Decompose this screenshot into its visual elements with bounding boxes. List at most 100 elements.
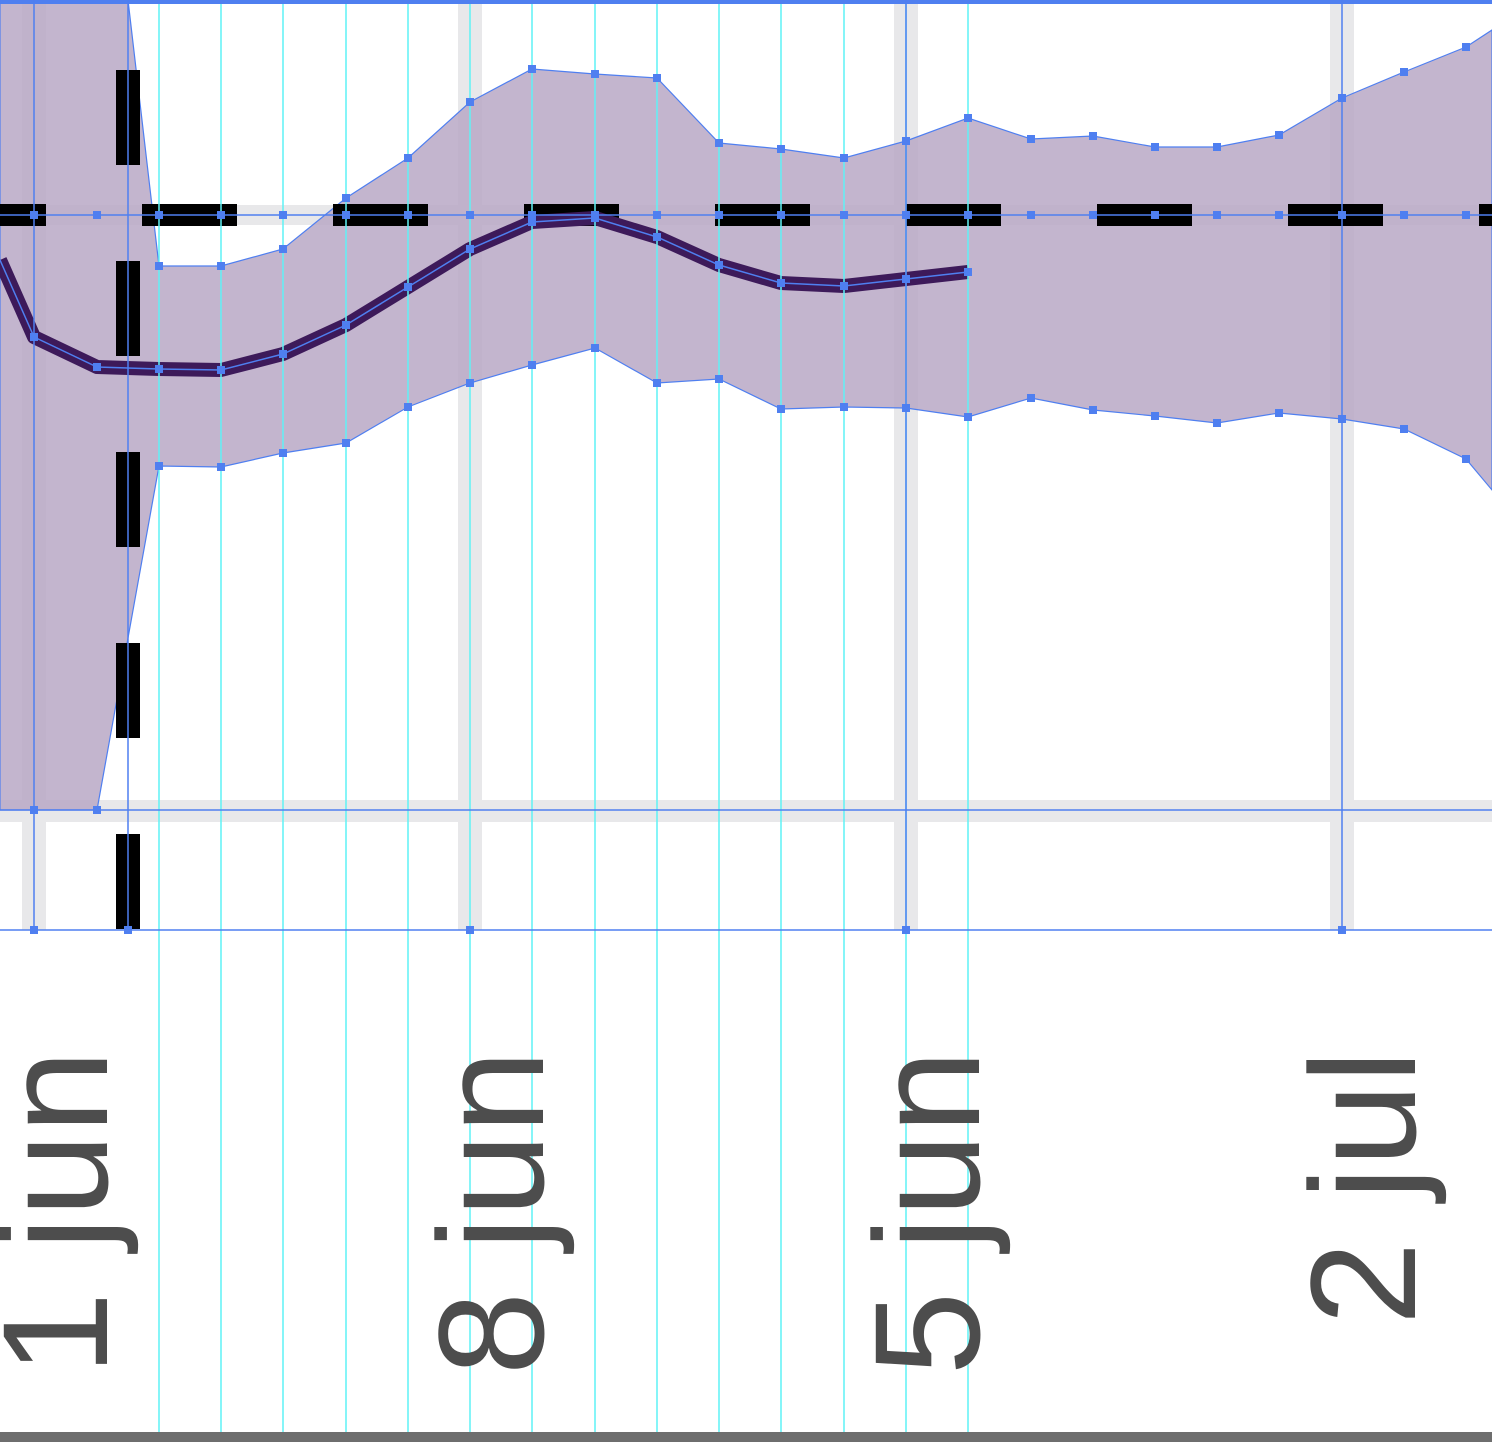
anchor-handle[interactable] <box>279 350 287 358</box>
anchor-handle[interactable] <box>1027 135 1035 143</box>
anchor-handle[interactable] <box>840 211 848 219</box>
anchor-handle[interactable] <box>1213 419 1221 427</box>
anchor-handle[interactable] <box>1027 394 1035 402</box>
axis-labels: 1 jun 8 jun 5 jun 2 jul <box>0 1050 1447 1375</box>
anchor-handle[interactable] <box>528 361 536 369</box>
anchor-handle[interactable] <box>342 321 350 329</box>
anchor-handle[interactable] <box>30 926 38 934</box>
anchor-handle[interactable] <box>1275 211 1283 219</box>
anchor-handle[interactable] <box>342 194 350 202</box>
anchor-handle[interactable] <box>840 403 848 411</box>
scrollbar <box>0 1432 1492 1442</box>
anchor-handle[interactable] <box>715 261 723 269</box>
anchor-handle[interactable] <box>466 379 474 387</box>
anchor-handle[interactable] <box>404 154 412 162</box>
anchor-handle[interactable] <box>1151 211 1159 219</box>
anchor-handle[interactable] <box>902 137 910 145</box>
anchor-handle[interactable] <box>1151 143 1159 151</box>
anchor-handle[interactable] <box>279 211 287 219</box>
anchor-handle[interactable] <box>217 262 225 270</box>
anchor-handle[interactable] <box>93 211 101 219</box>
anchor-handle[interactable] <box>217 463 225 471</box>
anchor-handle[interactable] <box>653 233 661 241</box>
range-band <box>0 0 1492 811</box>
anchor-handle[interactable] <box>591 70 599 78</box>
anchor-handle[interactable] <box>777 211 785 219</box>
anchor-points <box>30 43 1470 934</box>
anchor-handle[interactable] <box>902 275 910 283</box>
anchor-handle[interactable] <box>840 282 848 290</box>
anchor-handle[interactable] <box>1027 211 1035 219</box>
anchor-handle[interactable] <box>155 365 163 373</box>
anchor-handle[interactable] <box>653 74 661 82</box>
anchor-handle[interactable] <box>653 379 661 387</box>
anchor-handle[interactable] <box>466 926 474 934</box>
anchor-handle[interactable] <box>840 154 848 162</box>
anchor-handle[interactable] <box>902 211 910 219</box>
anchor-handle[interactable] <box>1462 455 1470 463</box>
anchor-handle[interactable] <box>217 366 225 374</box>
anchor-handle[interactable] <box>1275 409 1283 417</box>
date-label: 8 jun <box>407 1050 575 1375</box>
anchor-handle[interactable] <box>1338 415 1346 423</box>
anchor-handle[interactable] <box>342 211 350 219</box>
anchor-handle[interactable] <box>902 926 910 934</box>
anchor-handle[interactable] <box>30 333 38 341</box>
date-label: 1 jun <box>0 1050 139 1375</box>
anchor-handle[interactable] <box>93 806 101 814</box>
anchor-handle[interactable] <box>1089 132 1097 140</box>
anchor-handle[interactable] <box>1462 43 1470 51</box>
selection-lines <box>0 0 1492 931</box>
anchor-handle[interactable] <box>155 211 163 219</box>
anchor-handle[interactable] <box>964 413 972 421</box>
anchor-handle[interactable] <box>1213 211 1221 219</box>
anchor-handle[interactable] <box>1275 131 1283 139</box>
anchor-handle[interactable] <box>279 245 287 253</box>
anchor-handle[interactable] <box>902 404 910 412</box>
anchor-handle[interactable] <box>528 218 536 226</box>
anchor-handle[interactable] <box>715 211 723 219</box>
anchor-handle[interactable] <box>1338 926 1346 934</box>
anchor-handle[interactable] <box>1400 211 1408 219</box>
anchor-handle[interactable] <box>1400 68 1408 76</box>
anchor-handle[interactable] <box>653 211 661 219</box>
anchor-handle[interactable] <box>404 283 412 291</box>
anchor-handle[interactable] <box>466 98 474 106</box>
anchor-handle[interactable] <box>1462 211 1470 219</box>
anchor-handle[interactable] <box>466 211 474 219</box>
anchor-handle[interactable] <box>777 145 785 153</box>
anchor-handle[interactable] <box>404 403 412 411</box>
anchor-handle[interactable] <box>155 462 163 470</box>
anchor-handle[interactable] <box>591 211 599 219</box>
anchor-handle[interactable] <box>777 279 785 287</box>
anchor-handle[interactable] <box>155 262 163 270</box>
anchor-handle[interactable] <box>1089 211 1097 219</box>
anchor-handle[interactable] <box>715 139 723 147</box>
anchor-handle[interactable] <box>1151 412 1159 420</box>
anchor-handle[interactable] <box>964 211 972 219</box>
anchor-handle[interactable] <box>1213 143 1221 151</box>
anchor-handle[interactable] <box>93 363 101 371</box>
anchor-handle[interactable] <box>777 405 785 413</box>
anchor-handle[interactable] <box>964 114 972 122</box>
anchor-handle[interactable] <box>30 806 38 814</box>
anchor-handle[interactable] <box>124 926 132 934</box>
anchor-handle[interactable] <box>591 344 599 352</box>
anchor-handle[interactable] <box>528 65 536 73</box>
anchor-handle[interactable] <box>30 211 38 219</box>
anchor-handle[interactable] <box>528 211 536 219</box>
anchor-handle[interactable] <box>279 449 287 457</box>
anchor-handle[interactable] <box>1338 211 1346 219</box>
anchor-handle[interactable] <box>715 375 723 383</box>
anchor-handle[interactable] <box>466 245 474 253</box>
date-label: 2 jul <box>1279 1050 1447 1325</box>
anchor-handle[interactable] <box>1400 425 1408 433</box>
anchor-handle[interactable] <box>1338 94 1346 102</box>
anchor-handle[interactable] <box>1089 406 1097 414</box>
anchor-handle[interactable] <box>217 211 225 219</box>
anchor-handle[interactable] <box>964 268 972 276</box>
anchor-handle[interactable] <box>404 211 412 219</box>
anchor-handle[interactable] <box>342 439 350 447</box>
